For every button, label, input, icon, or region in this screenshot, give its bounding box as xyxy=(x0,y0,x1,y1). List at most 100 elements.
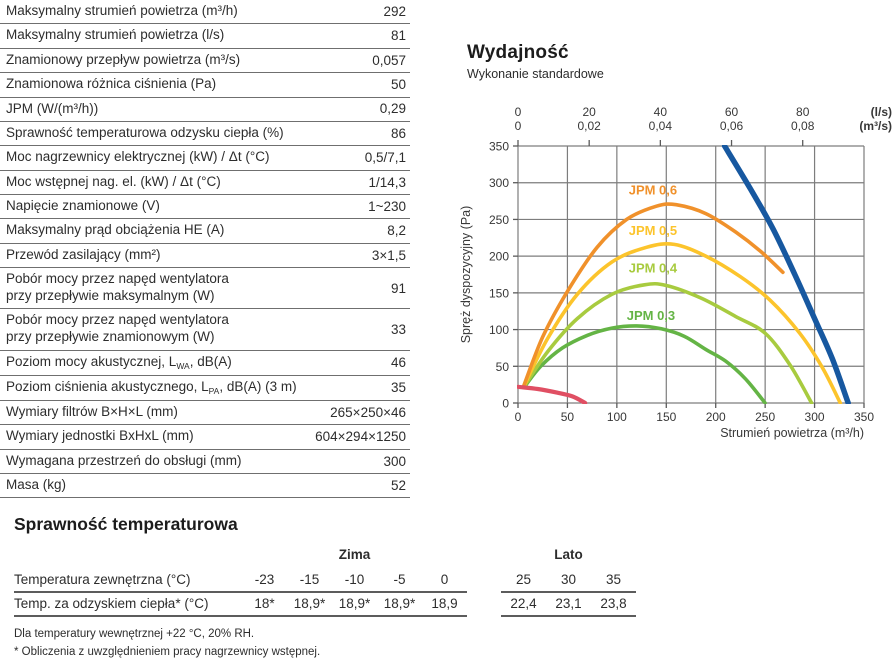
summer-value: 22,4 xyxy=(501,593,546,617)
svg-text:100: 100 xyxy=(607,410,627,424)
svg-text:0: 0 xyxy=(515,119,522,133)
series-group: JPM 0,3 JPM 0,4 JPM 0,5 JPM 0,6 xyxy=(517,145,851,404)
spec-row: Znamionowy przepływ powietrza (m³/s) 0,05… xyxy=(0,49,410,74)
series-jpm-04 xyxy=(522,281,814,404)
spec-label: Znamionowa różnica ciśnienia (Pa) xyxy=(6,76,217,92)
row-label: Temp. za odzyskiem ciepła* (°C) xyxy=(14,593,242,617)
spec-label: Moc wstępnej nag. el. (kW) / Δt (°C) xyxy=(6,173,221,189)
winter-value: 18* xyxy=(242,593,287,617)
spec-row: Maksymalny prąd obciążenia HE (A) 8,2 xyxy=(0,219,410,244)
summer-value: 23,1 xyxy=(546,593,591,617)
svg-text:200: 200 xyxy=(489,250,509,264)
spec-label: Maksymalny strumień powietrza (l/s) xyxy=(6,27,225,43)
summer-value: 25 xyxy=(501,569,546,593)
spec-row: JPM (W/(m³/h)) 0,29 xyxy=(0,98,410,122)
spec-value: 0,29 xyxy=(379,101,406,117)
series-max-flow-limit xyxy=(721,145,851,404)
svg-text:300: 300 xyxy=(805,410,825,424)
spec-row: Wymiary filtrów B×H×L (mm) 265×250×46 xyxy=(0,401,410,426)
svg-text:100: 100 xyxy=(489,323,509,337)
spec-label: Pobór mocy przez napęd wentylatora przy p… xyxy=(6,271,229,303)
svg-text:0: 0 xyxy=(502,397,509,411)
spec-value: 46 xyxy=(390,354,406,370)
performance-chart-block: Wydajność Wykonanie standardowe 0 50 100 15… xyxy=(455,40,894,455)
svg-text:50: 50 xyxy=(561,410,575,424)
series-label-jpm-04: JPM 0,4 xyxy=(629,260,678,275)
spec-value: 0,5/7,1 xyxy=(364,150,406,166)
svg-text:Strumień powietrza (m³/h): Strumień powietrza (m³/h) xyxy=(720,426,864,440)
svg-text:50: 50 xyxy=(496,360,510,374)
spec-label: Poziom mocy akustycznej, LWA, dB(A) xyxy=(6,353,232,371)
svg-text:0: 0 xyxy=(515,410,522,424)
winter-value: -15 xyxy=(287,569,332,593)
spec-row: Znamionowa różnica ciśnienia (Pa) 50 xyxy=(0,73,410,98)
spec-label: Przewód zasilający (mm²) xyxy=(6,246,161,262)
spec-value: 3×1,5 xyxy=(371,247,406,263)
spec-row: Moc nagrzewnicy elektrycznej (kW) / Δt (… xyxy=(0,146,410,171)
spec-value: 91 xyxy=(390,280,406,296)
section-title: Sprawność temperaturowa xyxy=(14,514,238,534)
svg-text:0,02: 0,02 xyxy=(577,119,601,133)
svg-text:80: 80 xyxy=(796,105,810,119)
svg-text:20: 20 xyxy=(582,105,596,119)
spec-row: Pobór mocy przez napęd wentylatora przy p… xyxy=(0,309,410,351)
spec-row: Napięcie znamionowe (V) 1~230 xyxy=(0,195,410,220)
footnote: * Obliczenia z uwzględnieniem pracy nagr… xyxy=(14,645,321,658)
svg-text:250: 250 xyxy=(489,213,509,227)
winter-value: 0 xyxy=(422,569,467,593)
winter-value: -23 xyxy=(242,569,287,593)
summer-value: 23,8 xyxy=(591,593,636,617)
svg-text:(m³/s): (m³/s) xyxy=(859,119,892,133)
spec-value: 33 xyxy=(390,321,406,337)
spec-label: Poziom ciśnienia akustycznego, LPA, dB(A… xyxy=(6,378,297,396)
spec-label: Maksymalny strumień powietrza (m³/h) xyxy=(6,3,238,18)
spec-label: Wymiary jednostki BxHxL (mm) xyxy=(6,428,194,444)
spec-row: Wymiary jednostki BxHxL (mm) 604×294×1250 xyxy=(0,425,410,450)
spec-row: Maksymalny strumień powietrza (m³/h) 292 xyxy=(0,0,410,25)
spec-row: Sprawność temperaturowa odzysku ciepła (… xyxy=(0,122,410,147)
svg-text:350: 350 xyxy=(854,410,874,424)
spec-row: Moc wstępnej nag. el. (kW) / Δt (°C) 1/14… xyxy=(0,171,410,195)
spec-label: Wymagana przestrzeń do obsługi (mm) xyxy=(6,452,242,468)
spec-label: Napięcie znamionowe (V) xyxy=(6,198,160,213)
spec-value: 604×294×1250 xyxy=(315,429,406,445)
series-jpm-05 xyxy=(522,242,843,404)
spec-value: 1/14,3 xyxy=(368,174,406,190)
series-min-flow-limit xyxy=(517,384,588,404)
series-label-jpm-03: JPM 0,3 xyxy=(627,308,675,323)
spec-label: Maksymalny prąd obciążenia HE (A) xyxy=(6,222,225,238)
spec-label: Masa (kg) xyxy=(6,477,67,492)
spec-value: 35 xyxy=(390,380,406,396)
svg-text:(l/s): (l/s) xyxy=(871,105,892,119)
svg-text:200: 200 xyxy=(706,410,726,424)
y-axis: 0 50 100 150 200 250 300 350 Spręż dyspozycyjny … xyxy=(459,140,518,411)
grid xyxy=(517,145,865,404)
svg-text:0,06: 0,06 xyxy=(720,119,744,133)
series-jpm-03 xyxy=(522,324,767,404)
spec-row: Masa (kg) 52 xyxy=(0,474,410,499)
footnote: Dla temperatury wewnętrznej +22 °C, 20% … xyxy=(14,628,255,640)
winter-value: -10 xyxy=(332,569,377,593)
winter-value: 18,9 xyxy=(422,593,467,617)
spec-value: 265×250×46 xyxy=(330,404,406,420)
winter-value: 18,9* xyxy=(377,593,422,617)
x-axis-top: 00 200,02 400,04 600,06 800,08 (l/s)(m³/s) xyxy=(515,105,892,146)
spec-value: 81 xyxy=(390,28,406,44)
series-label-jpm-05: JPM 0,5 xyxy=(629,223,677,238)
spec-value: 0,057 xyxy=(372,52,406,68)
group-header-winter: Zima xyxy=(338,547,371,562)
winter-value: -5 xyxy=(377,569,422,593)
svg-text:300: 300 xyxy=(489,176,509,190)
spec-label: JPM (W/(m³/h)) xyxy=(6,100,99,116)
group-header-summer: Lato xyxy=(554,547,583,562)
spec-value: 300 xyxy=(383,453,406,469)
spec-value: 1~230 xyxy=(368,198,406,214)
spec-value: 8,2 xyxy=(387,223,406,239)
efficiency-table: Zima Lato Temperatura zewnętrzna (°C) -23 -1… xyxy=(14,545,874,617)
row-label: Temperatura zewnętrzna (°C) xyxy=(14,569,242,593)
winter-value: 18,9* xyxy=(332,593,377,617)
footnotes: Dla temperatury wewnętrznej +22 °C, 20% … xyxy=(14,626,874,662)
spec-label: Znamionowy przepływ powietrza (m³/s) xyxy=(6,51,241,67)
